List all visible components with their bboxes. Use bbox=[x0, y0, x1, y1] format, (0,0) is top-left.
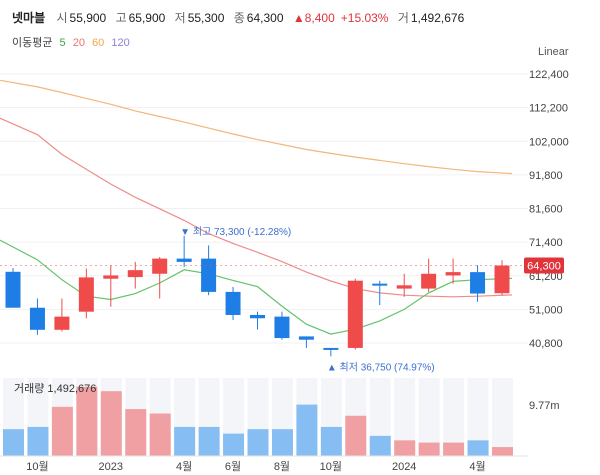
volume-bar bbox=[271, 429, 293, 456]
y-tick-label: 40,800 bbox=[529, 338, 563, 350]
moving-average-legend[interactable]: 이동평균 5 20 60 120 bbox=[12, 34, 134, 50]
y-tick-label: 61,200 bbox=[529, 271, 563, 283]
close-value: 64,300 bbox=[246, 11, 284, 25]
volume-label: 거 bbox=[397, 11, 409, 25]
x-tick-label: 2023 bbox=[99, 461, 123, 473]
volume-bar bbox=[492, 447, 513, 456]
candle-body bbox=[445, 272, 461, 276]
candle-body bbox=[396, 285, 412, 289]
candle-body bbox=[201, 258, 217, 292]
volume-bar bbox=[174, 426, 196, 456]
open-label: 시 bbox=[56, 11, 68, 25]
y-tick-label: 102,000 bbox=[529, 136, 569, 148]
change-value: 8,400 bbox=[304, 11, 335, 25]
volume-bar bbox=[345, 415, 367, 456]
candle-body bbox=[54, 316, 70, 330]
candle-body bbox=[176, 258, 192, 262]
volume-bar bbox=[3, 429, 24, 456]
low-value: 55,300 bbox=[187, 11, 225, 25]
ma-5-line bbox=[0, 239, 513, 335]
candle-body bbox=[103, 275, 119, 279]
volume-bar bbox=[369, 435, 391, 456]
volume-scale-label: 9.77m bbox=[529, 400, 560, 412]
x-tick-label: 4월 bbox=[469, 460, 485, 473]
candle-body bbox=[5, 271, 21, 308]
ma-20-line bbox=[0, 117, 513, 298]
change-percent: +15.03% bbox=[340, 11, 389, 25]
x-tick-label: 10월 bbox=[26, 460, 48, 473]
last-price-label: 64,300 bbox=[527, 261, 561, 273]
volume-bar bbox=[394, 440, 416, 456]
y-tick-label: 122,400 bbox=[529, 69, 569, 81]
y-tick-label: 112,200 bbox=[529, 103, 568, 115]
volume-bar bbox=[51, 406, 73, 456]
volume-bar bbox=[125, 409, 147, 456]
ma-legend-title: 이동평균 bbox=[12, 37, 53, 49]
x-tick-label: 6월 bbox=[225, 460, 241, 473]
volume-bar bbox=[467, 440, 489, 456]
candle-body bbox=[127, 270, 143, 278]
volume-column-bg bbox=[443, 378, 465, 456]
y-tick-label: 51,000 bbox=[529, 304, 563, 316]
candle-body bbox=[152, 258, 168, 274]
ma-60-label: 60 bbox=[92, 37, 105, 49]
candle-body bbox=[347, 280, 363, 348]
volume-column-bg bbox=[492, 378, 513, 456]
candle-body bbox=[250, 314, 265, 319]
max-price-annotation: ▼ 최고 73,300 (-12.28%) bbox=[180, 226, 291, 238]
candle-body bbox=[323, 347, 339, 350]
ma-120-label: 120 bbox=[111, 37, 130, 49]
volume-bar bbox=[149, 413, 171, 456]
last-price-badge bbox=[524, 257, 564, 274]
volume-column-bg bbox=[467, 378, 489, 456]
stock-name: 넷마블 bbox=[12, 11, 46, 25]
high-label: 고 bbox=[115, 11, 127, 25]
volume-bar bbox=[223, 433, 245, 456]
volume-bar bbox=[296, 404, 318, 456]
volume-bar bbox=[100, 391, 122, 456]
x-tick-label: 8월 bbox=[274, 460, 290, 473]
volume-value: 1,492,676 bbox=[410, 11, 465, 25]
candle-body bbox=[298, 336, 314, 340]
up-triangle-icon: ▲ bbox=[292, 11, 305, 25]
price-summary: 넷마블 시 55,900 고 65,900 저 55,300 종 64,300 ▲8,4… bbox=[12, 9, 470, 26]
min-price-annotation: ▲ 최저 36,750 (74.97%) bbox=[327, 361, 435, 373]
close-label: 종 bbox=[233, 11, 245, 25]
candle-body bbox=[29, 307, 45, 330]
candle-body bbox=[494, 265, 510, 294]
x-tick-label: 10월 bbox=[320, 460, 342, 473]
y-tick-label: 91,800 bbox=[529, 170, 563, 182]
volume-column-bg bbox=[394, 378, 416, 456]
candle-body bbox=[421, 273, 437, 289]
y-tick-label: 71,400 bbox=[529, 237, 563, 249]
candle-body bbox=[78, 277, 94, 312]
volume-bar bbox=[247, 429, 269, 456]
y-tick-label: 81,600 bbox=[529, 204, 563, 216]
volume-bar bbox=[76, 386, 98, 456]
high-value: 65,900 bbox=[128, 11, 166, 25]
volume-bar bbox=[443, 442, 465, 456]
ma-5-label: 5 bbox=[59, 37, 66, 49]
candle-body bbox=[274, 316, 290, 339]
x-tick-label: 2024 bbox=[392, 461, 416, 473]
volume-bar bbox=[27, 426, 49, 456]
volume-bar bbox=[198, 426, 220, 456]
scale-type-toggle[interactable]: Linear bbox=[538, 46, 569, 58]
low-label: 저 bbox=[174, 11, 186, 25]
volume-bar bbox=[320, 426, 342, 456]
x-tick-label: 4월 bbox=[176, 460, 192, 473]
candle-body bbox=[225, 291, 241, 315]
open-value: 55,900 bbox=[69, 11, 107, 25]
ma-60-line bbox=[0, 79, 513, 175]
volume-title: 거래량 1,492,676 bbox=[14, 382, 96, 395]
candle-body bbox=[372, 283, 388, 286]
volume-column-bg bbox=[418, 378, 440, 456]
candle-body bbox=[470, 272, 486, 294]
volume-bar bbox=[418, 442, 440, 456]
ma-20-label: 20 bbox=[72, 37, 85, 49]
